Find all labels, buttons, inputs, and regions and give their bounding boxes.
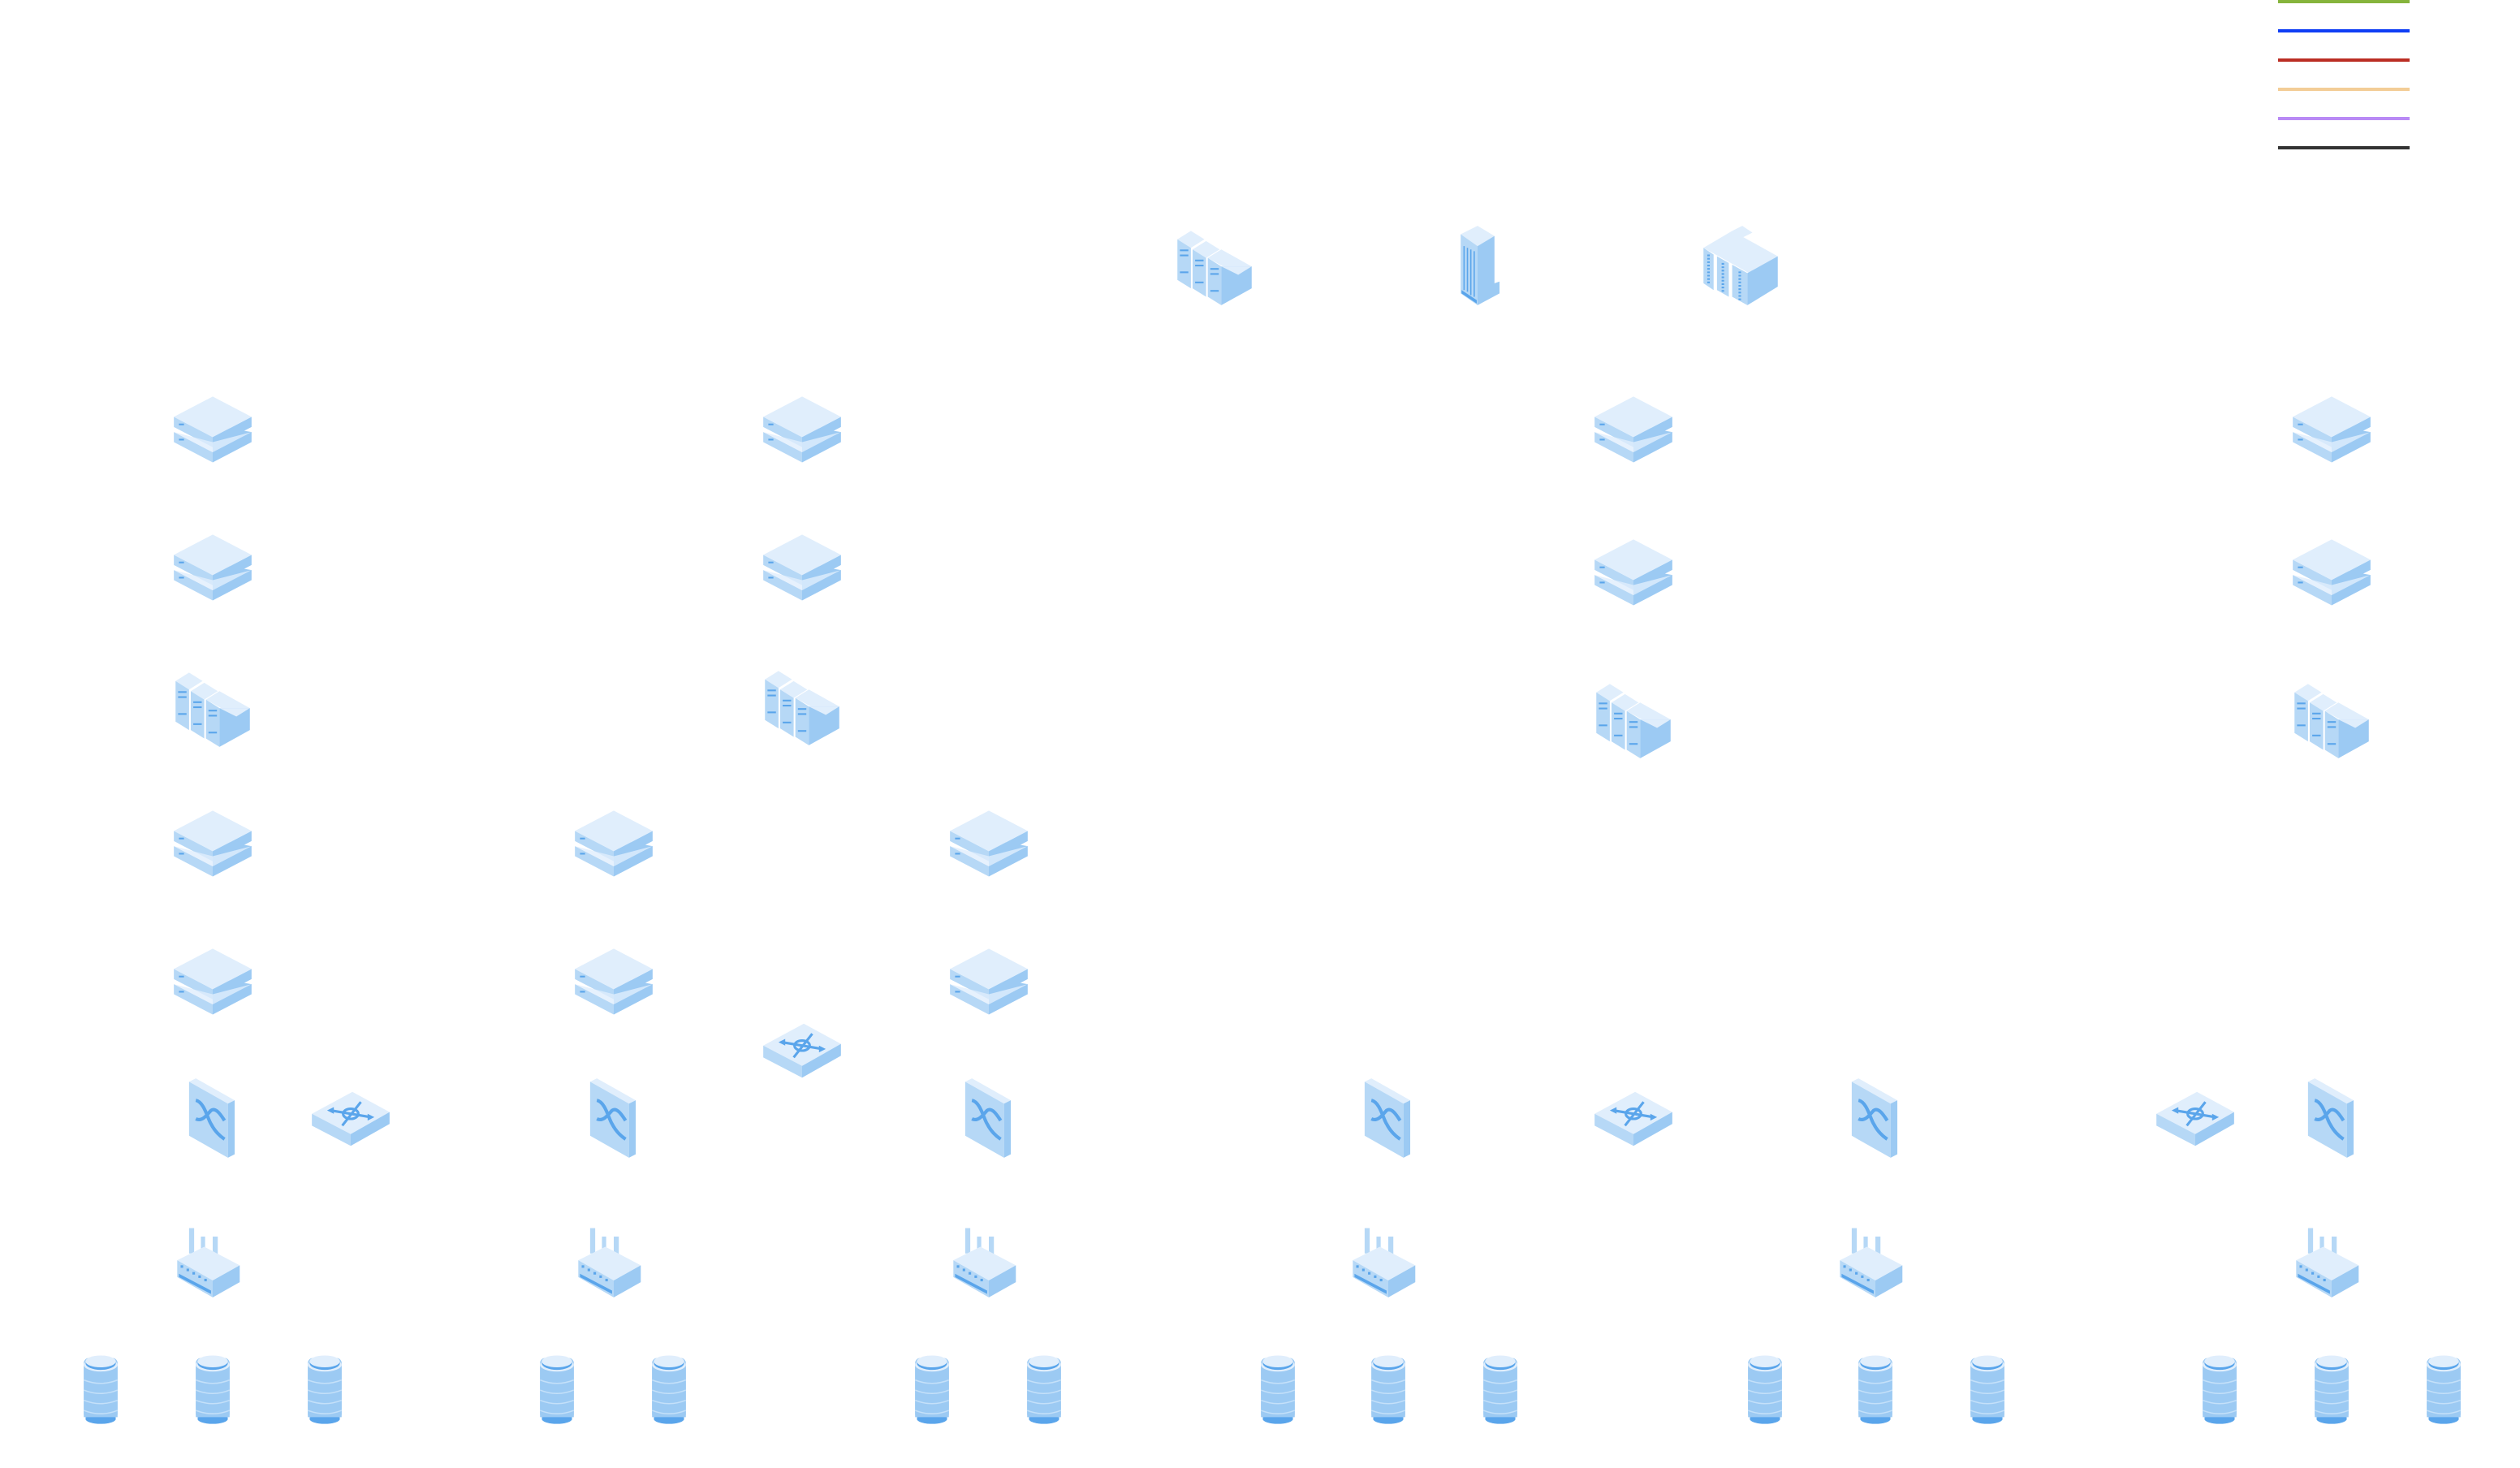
legend-line-blue [2278,29,2410,32]
factory-icon[interactable] [1833,1216,1918,1301]
rack-server-icon[interactable] [760,663,844,747]
database-icon[interactable] [2177,1346,2262,1431]
office-building-icon[interactable] [1435,222,1520,307]
router-icon[interactable] [309,1077,393,1161]
factory-icon[interactable] [170,1216,255,1301]
server-icon[interactable] [760,526,844,611]
legend-line-black [2278,146,2410,149]
rack-server-icon[interactable] [1591,676,1676,760]
database-icon[interactable] [515,1346,599,1431]
switch-icon[interactable] [572,1077,656,1161]
router-icon[interactable] [1591,1077,1676,1161]
database-icon[interactable] [170,1346,255,1431]
router-icon[interactable] [760,1008,844,1093]
database-icon[interactable] [1945,1346,2030,1431]
server-icon[interactable] [2289,388,2374,473]
switch-icon[interactable] [170,1077,255,1161]
database-icon[interactable] [627,1346,711,1431]
switch-icon[interactable] [1346,1077,1430,1161]
router-icon[interactable] [2153,1077,2237,1161]
factory-icon[interactable] [1346,1216,1430,1301]
server-icon[interactable] [2289,531,2374,615]
server-icon[interactable] [1591,388,1676,473]
factory-icon[interactable] [947,1216,1031,1301]
rack-server-icon[interactable] [170,664,255,749]
database-icon[interactable] [1346,1346,1430,1431]
database-icon[interactable] [58,1346,143,1431]
server-icon[interactable] [572,940,656,1025]
switch-icon[interactable] [2289,1077,2374,1161]
server-icon[interactable] [760,388,844,473]
server-icon[interactable] [170,940,255,1025]
database-icon[interactable] [2401,1346,2486,1431]
database-icon[interactable] [1723,1346,1807,1431]
server-icon[interactable] [170,526,255,611]
legend-line-red [2278,58,2410,62]
database-icon[interactable] [283,1346,367,1431]
database-icon[interactable] [1236,1346,1320,1431]
database-icon[interactable] [1833,1346,1918,1431]
server-icon[interactable] [170,802,255,887]
database-icon[interactable] [1458,1346,1543,1431]
legend-line-peach [2278,88,2410,91]
database-icon[interactable] [2289,1346,2374,1431]
server-icon[interactable] [947,802,1031,887]
legend-line-purple [2278,117,2410,120]
factory-icon[interactable] [2289,1216,2374,1301]
database-icon[interactable] [1002,1346,1086,1431]
rack-server-icon[interactable] [2289,676,2374,760]
server-icon[interactable] [947,940,1031,1025]
datacenter-icon[interactable] [1698,222,1783,307]
rack-server-icon[interactable] [1172,222,1257,307]
switch-icon[interactable] [947,1077,1031,1161]
factory-icon[interactable] [572,1216,656,1301]
database-icon[interactable] [890,1346,974,1431]
server-icon[interactable] [572,802,656,887]
server-icon[interactable] [170,388,255,473]
switch-icon[interactable] [1833,1077,1918,1161]
legend-line-green [2278,0,2410,3]
server-icon[interactable] [1591,531,1676,615]
